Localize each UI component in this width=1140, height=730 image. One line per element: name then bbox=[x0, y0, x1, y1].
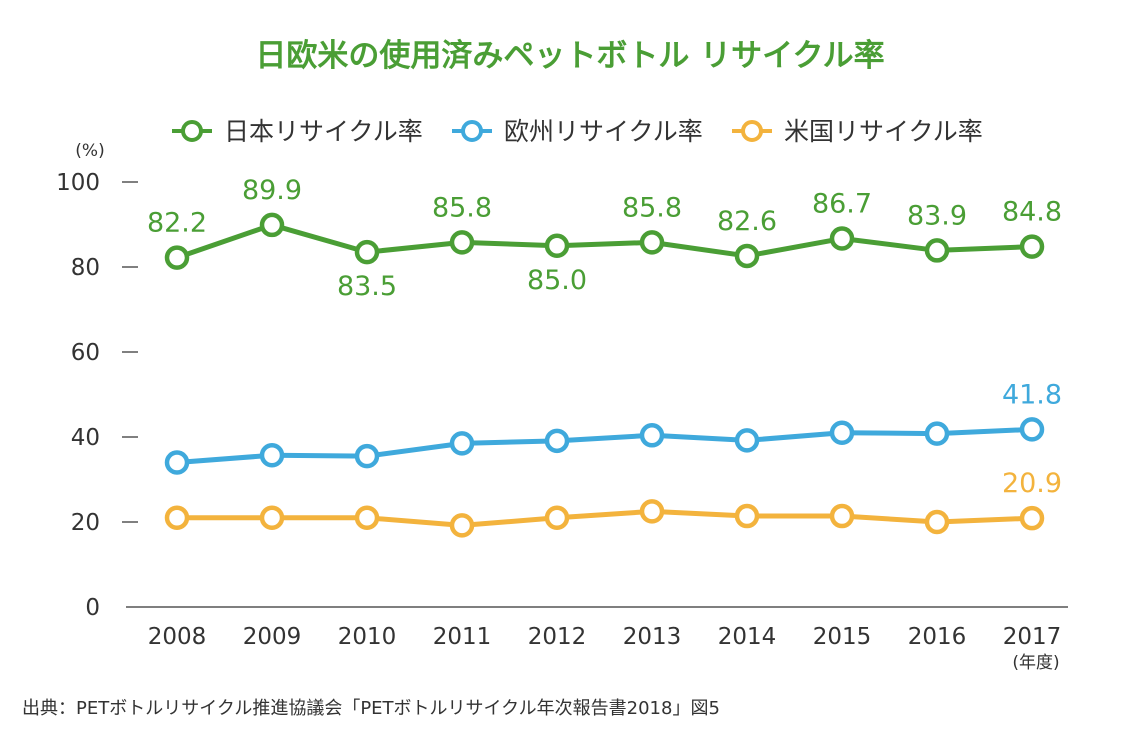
data-point bbox=[544, 233, 570, 258]
plot-area: 82.2 89.9 83.5 85.8 85.0 85.8 82.6 86.7 83.9 84.8… bbox=[147, 175, 1062, 538]
data-point bbox=[924, 238, 950, 263]
x-tick-label: 2010 bbox=[338, 624, 397, 650]
x-tick-label: 2013 bbox=[623, 624, 682, 650]
x-tick-label: 2008 bbox=[148, 624, 207, 650]
data-label: 83.5 bbox=[337, 271, 397, 302]
legend: 日本リサイクル率 欧州リサイクル率 米国リサイクル率 bbox=[172, 117, 983, 146]
data-point bbox=[354, 443, 380, 469]
series-line bbox=[176, 426, 1033, 465]
y-tick-label: 80 bbox=[71, 255, 100, 281]
data-point bbox=[259, 443, 285, 468]
x-tick-label: 2015 bbox=[813, 624, 872, 650]
x-tick-label: 2012 bbox=[528, 624, 587, 650]
data-point bbox=[354, 239, 380, 265]
data-point bbox=[164, 505, 190, 530]
x-tick-label: 2009 bbox=[243, 624, 302, 650]
data-label: 82.6 bbox=[717, 206, 777, 237]
data-label: 89.9 bbox=[242, 175, 302, 206]
data-label: 82.2 bbox=[147, 208, 207, 239]
x-tick-label: 2016 bbox=[908, 624, 967, 650]
legend-item: 日本リサイクル率 bbox=[172, 117, 423, 146]
data-point bbox=[639, 499, 665, 524]
data-point bbox=[1019, 417, 1045, 442]
data-point bbox=[259, 505, 285, 530]
legend-marker bbox=[741, 120, 763, 142]
data-point bbox=[829, 226, 855, 251]
data-point bbox=[259, 212, 285, 238]
data-point bbox=[734, 503, 760, 529]
y-axis-unit: (%) bbox=[75, 141, 104, 161]
y-axis: 0 20 40 60 80 100 bbox=[56, 170, 138, 621]
data-point bbox=[829, 503, 855, 529]
data-point bbox=[829, 420, 855, 445]
series-0: 82.2 89.9 83.5 85.8 85.0 85.8 82.6 86.7 83.9 84.8 bbox=[147, 175, 1062, 302]
x-axis-unit: (年度) bbox=[1012, 653, 1059, 673]
legend-marker bbox=[181, 120, 203, 142]
legend-label: 日本リサイクル率 bbox=[224, 117, 423, 146]
legend-label: 米国リサイクル率 bbox=[784, 117, 983, 146]
series-2: 20.9 bbox=[164, 468, 1062, 538]
y-tick-label: 100 bbox=[56, 170, 100, 196]
y-tick-label: 60 bbox=[71, 340, 100, 366]
data-point bbox=[924, 421, 950, 446]
data-point bbox=[734, 428, 760, 453]
legend-marker bbox=[461, 120, 483, 142]
series-1: 41.8 bbox=[164, 379, 1062, 475]
data-point bbox=[544, 428, 570, 454]
series-line bbox=[176, 222, 1033, 261]
x-tick-label: 2017 bbox=[1003, 624, 1062, 650]
x-axis: 2008 2009 2010 2011 2012 2013 2014 2015 2016 2017 bbox=[148, 624, 1062, 650]
data-point bbox=[164, 450, 190, 475]
data-label: 41.8 bbox=[1002, 379, 1062, 410]
legend-item: 米国リサイクル率 bbox=[732, 117, 983, 146]
data-point bbox=[1019, 234, 1045, 259]
data-label: 84.8 bbox=[1002, 197, 1062, 228]
data-point bbox=[354, 505, 380, 530]
legend-item: 欧州リサイクル率 bbox=[452, 117, 703, 146]
data-point bbox=[449, 431, 475, 456]
data-point bbox=[544, 505, 570, 530]
data-point bbox=[639, 230, 665, 255]
data-label: 20.9 bbox=[1002, 468, 1062, 499]
data-point bbox=[1019, 505, 1045, 531]
x-tick-label: 2011 bbox=[433, 624, 492, 650]
y-tick-label: 20 bbox=[71, 510, 100, 536]
data-point bbox=[924, 509, 950, 535]
data-label: 85.0 bbox=[527, 265, 587, 296]
y-tick-label: 0 bbox=[85, 595, 100, 621]
data-point bbox=[734, 243, 760, 269]
data-point bbox=[164, 245, 190, 270]
data-point bbox=[449, 230, 475, 255]
x-tick-label: 2014 bbox=[718, 624, 777, 650]
source-note: 出典：PETボトルリサイクル推進協議会「PETボトルリサイクル年次報告書2018… bbox=[22, 698, 720, 719]
data-label: 85.8 bbox=[432, 192, 492, 223]
legend-label: 欧州リサイクル率 bbox=[504, 117, 703, 146]
data-label: 85.8 bbox=[622, 192, 682, 223]
data-label: 86.7 bbox=[812, 189, 872, 220]
y-tick-label: 40 bbox=[71, 425, 100, 451]
data-point bbox=[449, 513, 475, 538]
chart-title: 日欧米の使用済みペットボトル リサイクル率 bbox=[255, 38, 884, 74]
data-label: 83.9 bbox=[907, 200, 967, 231]
series-line bbox=[177, 508, 1033, 528]
data-point bbox=[639, 423, 665, 448]
